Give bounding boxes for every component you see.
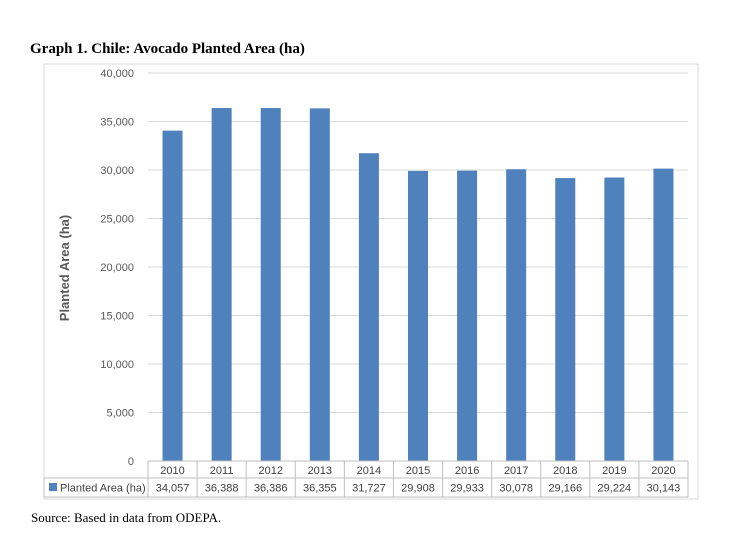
y-tick-label: 35,000 xyxy=(100,117,134,129)
x-tick-label: 2010 xyxy=(160,465,184,477)
data-label: 36,355 xyxy=(303,483,337,495)
data-label: 34,057 xyxy=(156,483,190,495)
x-tick-label: 2015 xyxy=(406,465,430,477)
data-label: 29,166 xyxy=(548,483,582,495)
bar xyxy=(653,168,674,461)
y-tick-label: 10,000 xyxy=(100,359,134,371)
x-tick-label: 2011 xyxy=(210,465,234,477)
data-label: 30,078 xyxy=(499,483,533,495)
y-tick-label: 20,000 xyxy=(100,262,134,274)
data-table: 2010 34,057 2011 36,388 2012 36,386 2013 36,355… xyxy=(43,460,689,498)
data-label: 29,224 xyxy=(598,483,632,495)
y-tick-label: 40,000 xyxy=(100,68,134,80)
data-label: 36,386 xyxy=(254,483,288,495)
x-tick-label: 2019 xyxy=(602,465,626,477)
bar xyxy=(506,169,527,461)
y-axis: 0 5,000 10,000 15,000 20,000 25,000 30,000 35,0… xyxy=(100,68,134,468)
x-tick-label: 2016 xyxy=(455,465,479,477)
chart-frame xyxy=(43,63,699,500)
x-tick-label: 2013 xyxy=(308,465,332,477)
bar xyxy=(211,108,232,461)
y-tick-label: 5,000 xyxy=(106,408,134,420)
y-tick-label: 25,000 xyxy=(100,214,134,226)
x-tick-label: 2012 xyxy=(258,465,282,477)
data-label: 36,388 xyxy=(205,483,239,495)
chart-title: Graph 1. Chile: Avocado Planted Area (ha… xyxy=(30,41,305,57)
y-tick-label: 30,000 xyxy=(100,165,134,177)
source-note: Source: Based in data from ODEPA. xyxy=(31,510,222,525)
bar xyxy=(260,108,281,462)
y-axis-title: Planted Area (ha) xyxy=(57,215,72,321)
y-tick-label: 0 xyxy=(128,456,134,468)
bar xyxy=(555,178,576,462)
bars xyxy=(162,108,674,462)
x-tick-label: 2017 xyxy=(504,465,528,477)
bar xyxy=(358,153,379,461)
data-label: 30,143 xyxy=(647,483,681,495)
y-tick-label: 15,000 xyxy=(100,311,134,323)
data-label: 29,908 xyxy=(401,483,435,495)
bar xyxy=(457,170,478,461)
data-label: 29,933 xyxy=(450,483,484,495)
x-tick-label: 2018 xyxy=(553,465,577,477)
bar xyxy=(309,108,330,461)
legend-swatch xyxy=(49,483,57,491)
legend-label: Planted Area (ha) xyxy=(60,483,146,495)
bar xyxy=(162,130,183,461)
x-tick-label: 2020 xyxy=(651,465,675,477)
x-tick-label: 2014 xyxy=(357,465,381,477)
data-label: 31,727 xyxy=(352,483,386,495)
bar xyxy=(408,170,428,461)
bar xyxy=(604,177,625,461)
